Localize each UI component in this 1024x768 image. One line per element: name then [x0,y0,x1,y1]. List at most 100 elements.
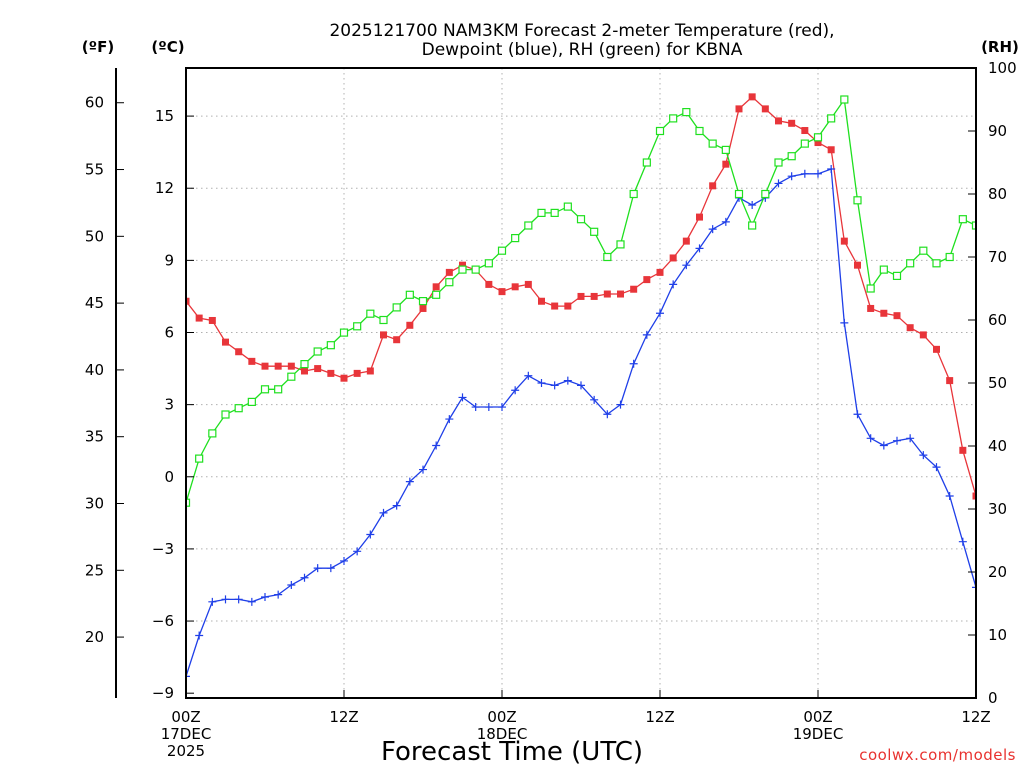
rh-point [418,297,428,306]
rh-point [366,309,375,318]
rh-tick-label: 70 [988,248,1007,266]
dewpoint-point [840,318,849,327]
celsius-tick-label: −9 [152,684,174,702]
rh-point [932,259,941,268]
x-tick-label: 00Z [803,708,832,726]
dewpoint-point [958,537,967,546]
rh-point [958,215,967,224]
rh-tick-label: 100 [988,59,1017,77]
celsius-tick-label: 6 [164,324,174,342]
rh-tick-label: 50 [988,374,1007,392]
2-meter-temperature-point [248,357,256,365]
dewpoint-point [261,593,269,602]
chart-title-line-1: 2025121700 NAM3KM Forecast 2-meter Tempe… [329,21,834,41]
rh-point [260,385,270,394]
rh-point [590,227,599,236]
2-meter-temperature-point [722,160,730,168]
fahrenheit-tick-label: 35 [85,428,104,446]
rh-tick-label: 10 [988,626,1007,644]
celsius-tick-label: 15 [155,107,174,125]
2-meter-temperature-point [840,237,848,245]
fahrenheit-tick-label: 50 [85,227,104,245]
2-meter-temperature-point [854,261,861,269]
2-meter-temperature-point [261,362,269,370]
2-meter-temperature-point [867,304,875,312]
dewpoint-point [208,597,217,606]
rh-point [840,95,849,104]
2-meter-temperature-point [393,336,401,344]
dewpoint-point [906,434,915,443]
chart-title-line-2: Dewpoint (blue), RH (green) for KBNA [422,40,743,60]
2-meter-temperature-point [459,261,466,269]
x-tick-label: 12Z [645,708,674,726]
2-meter-temperature-point [748,93,756,101]
rh-point [458,265,467,274]
dewpoint-point [353,547,362,556]
2-meter-temperature-point [590,292,598,300]
x-tick-label: 17DEC [161,725,212,743]
x-tick-label: 00Z [171,708,200,726]
fahrenheit-tick-label: 55 [85,161,104,179]
2-meter-temperature-point [919,331,927,339]
rh-point [511,234,520,243]
dewpoint-point [629,359,638,368]
dewpoint-point [827,164,836,173]
dewpoint-point [800,169,809,178]
fahrenheit-tick-label: 25 [85,561,104,579]
2-meter-temperature-point [340,374,348,382]
2-meter-temperature-point [186,297,190,305]
2-meter-temperature-point [564,302,572,310]
dewpoint-point [405,477,414,486]
dewpoint-point [695,244,704,253]
rh-point [274,385,283,394]
rh-tick-label: 90 [988,122,1007,140]
fahrenheit-tick-label: 60 [85,94,104,112]
dewpoint-point [234,595,243,604]
dewpoint-point [721,217,730,226]
2-meter-temperature-point [406,321,414,329]
dewpoint-point [458,393,467,402]
rh-point [353,322,362,331]
dewpoint-point [708,225,717,234]
dewpoint-point [379,508,388,517]
x-tick-label: 2025 [167,742,205,760]
rh-tick-label: 30 [988,500,1007,518]
rh-point [827,114,836,123]
rh-point [405,290,414,299]
rh-point [497,246,507,255]
rh-point [906,259,915,268]
2-meter-temperature-point [577,292,585,300]
rh-point [629,189,638,199]
dewpoint-point [419,465,427,474]
x-axis-label: Forecast Time (UTC) [381,737,643,767]
dewpoint-point [300,573,309,582]
dewpoint-point [432,441,441,450]
rh-point [669,114,678,123]
rh-point [550,208,559,217]
dewpoint-point [550,381,559,390]
rh-line [186,97,976,503]
rh-point [813,133,823,142]
rh-point [339,328,349,337]
rh-point [655,126,665,136]
rh-point [392,303,401,312]
dewpoint-point [221,595,230,604]
rh-point [708,139,717,148]
fahrenheit-tick-label: 45 [85,294,104,312]
rh-point [379,315,388,325]
rh-point [471,265,480,274]
fahrenheit-tick-label: 30 [85,494,104,512]
dewpoint-point [945,492,954,501]
rh-tick-label: 20 [988,563,1007,581]
dewpoint-point [247,597,256,606]
2-meter-temperature-point [419,304,427,312]
rh-point [642,158,651,167]
rh-point [445,278,454,287]
2-meter-temperature-point [208,316,216,324]
dewpoint-point [195,631,204,640]
celsius-tick-label: 3 [164,396,174,414]
2-meter-temperature-point [669,254,677,262]
rh-point [761,189,770,199]
dewpoint-point [274,590,283,599]
rh-tick-label: 0 [988,689,998,707]
